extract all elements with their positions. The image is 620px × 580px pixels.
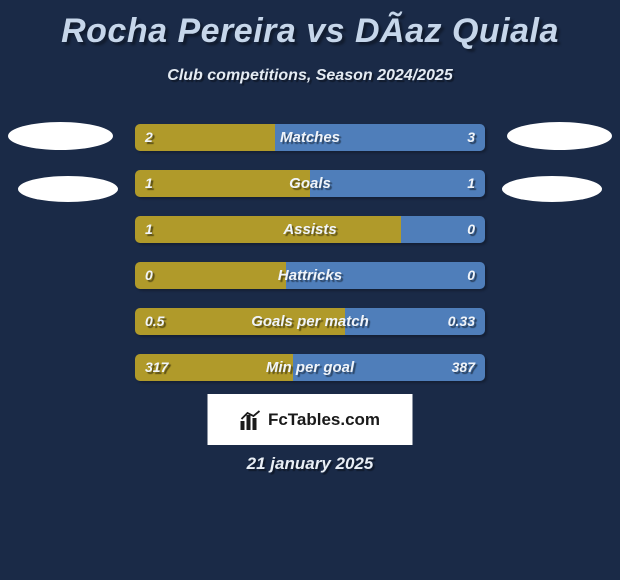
stat-bar-row: Hattricks00	[135, 262, 485, 289]
stat-bar-right	[275, 124, 485, 151]
stat-bar-left	[135, 124, 275, 151]
stat-bar-row: Matches23	[135, 124, 485, 151]
stat-bar-row: Assists10	[135, 216, 485, 243]
stat-bar-right	[286, 262, 486, 289]
subtitle: Club competitions, Season 2024/2025	[0, 67, 620, 85]
player2-avatar-top	[507, 122, 612, 150]
player1-avatar-top	[8, 122, 113, 150]
date-label: 21 january 2025	[0, 454, 620, 474]
logo-text: FcTables.com	[268, 410, 380, 430]
stat-bar-right	[310, 170, 485, 197]
stat-bar-left	[135, 354, 293, 381]
player1-avatar-bottom	[18, 176, 118, 202]
stat-bar-left	[135, 170, 310, 197]
player2-avatar-bottom	[502, 176, 602, 202]
stat-bar-right	[401, 216, 485, 243]
stat-bar-left	[135, 216, 401, 243]
stat-bar-row: Min per goal317387	[135, 354, 485, 381]
stat-bar-left	[135, 262, 286, 289]
stat-bar-right	[293, 354, 486, 381]
stat-bars: Matches23 Goals11 Assists10 Hattricks00 Goal…	[135, 124, 485, 400]
stat-bar-row: Goals per match0.50.33	[135, 308, 485, 335]
chart-bars-icon	[240, 409, 262, 431]
stat-bar-row: Goals11	[135, 170, 485, 197]
stat-bar-right	[345, 308, 485, 335]
fctables-logo: FcTables.com	[208, 394, 413, 445]
stat-bar-left	[135, 308, 345, 335]
page-title: Rocha Pereira vs DÃ­az Quiala	[0, 0, 620, 51]
